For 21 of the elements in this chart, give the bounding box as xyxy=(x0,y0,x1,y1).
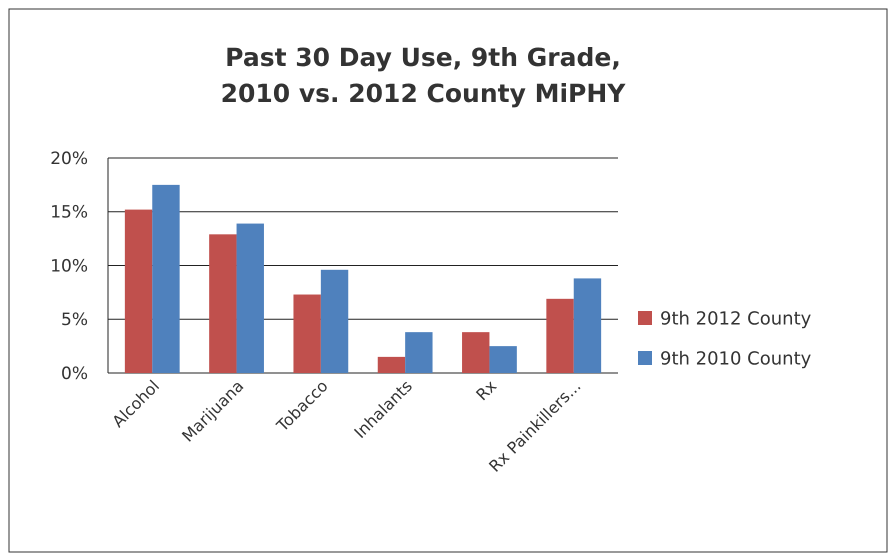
bar xyxy=(124,210,152,373)
bar xyxy=(209,234,237,373)
y-tick-label: 20% xyxy=(50,148,88,169)
chart-title: Past 30 Day Use, 9th Grade, 2010 vs. 2012 County MiPHY xyxy=(220,43,626,108)
legend-label: 9th 2010 County xyxy=(660,348,812,370)
bar xyxy=(320,270,348,373)
y-tick-label: 5% xyxy=(61,310,88,330)
bar xyxy=(405,332,433,373)
bar xyxy=(378,356,406,373)
y-tick-label: 10% xyxy=(50,256,88,276)
bar xyxy=(462,332,490,373)
bar xyxy=(293,294,321,373)
y-tick-label: 15% xyxy=(50,202,88,223)
bar xyxy=(236,224,264,373)
bar xyxy=(152,184,180,373)
y-tick-label: 0% xyxy=(61,364,88,384)
legend-label: 9th 2012 County xyxy=(660,308,812,330)
x-tick-label: Rx xyxy=(472,376,500,404)
bar xyxy=(574,278,602,373)
bar xyxy=(489,346,517,373)
bar xyxy=(546,298,574,373)
